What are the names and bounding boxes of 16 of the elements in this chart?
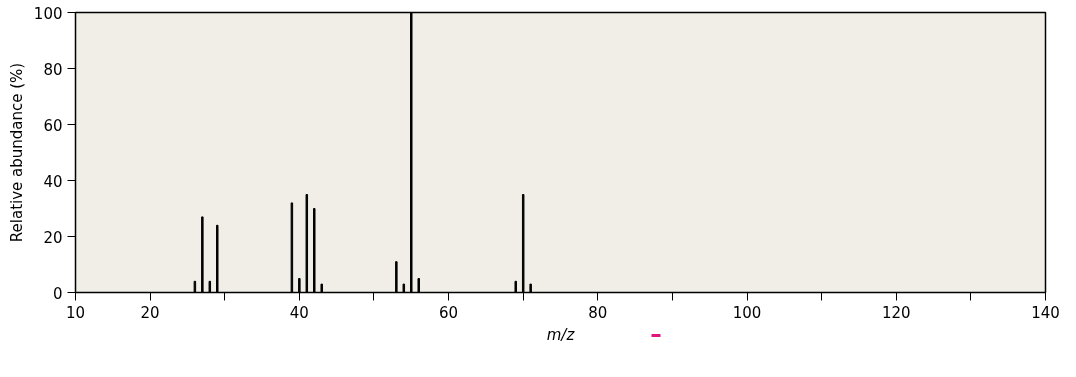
x-tick-label: 80 [588, 303, 608, 322]
y-tick-label: 40 [43, 172, 63, 191]
y-tick-label: 20 [43, 228, 63, 247]
x-tick-label: 10 [65, 303, 86, 322]
y-tick-label: 60 [43, 116, 63, 135]
y-tick-label: 0 [52, 284, 63, 303]
x-tick-label: 40 [289, 303, 309, 322]
y-tick-label: 100 [33, 4, 63, 23]
x-tick-label: 100 [732, 303, 762, 322]
y-axis-title: Relative abundance (%) [7, 62, 26, 243]
x-tick-label: 60 [439, 303, 459, 322]
y-tick-label: 80 [43, 60, 63, 79]
x-axis-title: m/z [546, 325, 576, 344]
x-tick-label: 120 [881, 303, 911, 322]
x-tick-label: 140 [1031, 303, 1060, 322]
x-tick-label: 20 [140, 303, 160, 322]
